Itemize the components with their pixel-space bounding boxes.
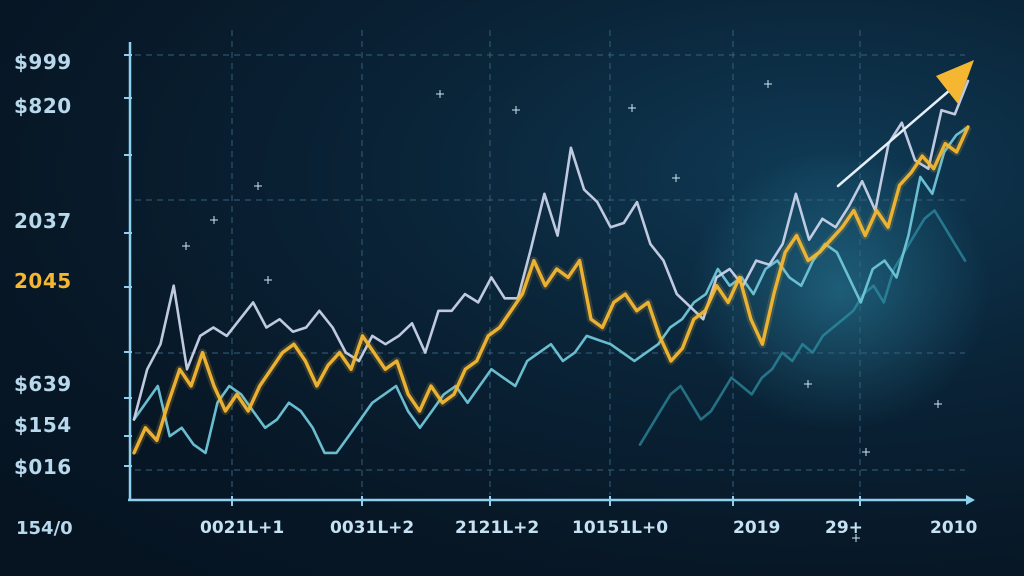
x-tick-label: 2010 xyxy=(930,518,978,538)
trend-arrow xyxy=(836,60,974,188)
y-tick-label: 2037 xyxy=(14,209,72,233)
x-axis-arrowhead xyxy=(966,495,975,505)
series-line xyxy=(132,125,970,455)
series-line xyxy=(132,79,970,421)
y-tick-label: $154 xyxy=(14,413,72,437)
series-layer xyxy=(130,79,972,455)
glow-haze xyxy=(690,150,990,430)
x-tick-label: 10151L+0 xyxy=(572,518,669,538)
axes xyxy=(124,42,975,506)
sparkle-stars xyxy=(182,80,942,542)
series-line xyxy=(132,125,970,455)
y-tick-label: $016 xyxy=(14,455,72,479)
y-tick-label: $639 xyxy=(14,372,72,396)
grid-lines xyxy=(135,30,965,495)
x-tick-label: 2121L+2 xyxy=(455,518,540,538)
y-tick-label: $999 xyxy=(14,50,72,74)
y-tick-label: 2045 xyxy=(14,269,72,293)
trend-arrow-shaft xyxy=(836,88,952,188)
trend-arrow-head xyxy=(936,60,974,104)
series-line xyxy=(638,209,967,446)
x-tick-label: 29+ xyxy=(825,518,863,538)
x-tick-label: 0031L+2 xyxy=(330,518,415,538)
axis-corner-label: 154/0 xyxy=(16,518,73,539)
y-tick-label: $820 xyxy=(14,94,72,118)
x-tick-label: 0021L+1 xyxy=(200,518,285,538)
x-tick-label: 2019 xyxy=(733,518,781,538)
